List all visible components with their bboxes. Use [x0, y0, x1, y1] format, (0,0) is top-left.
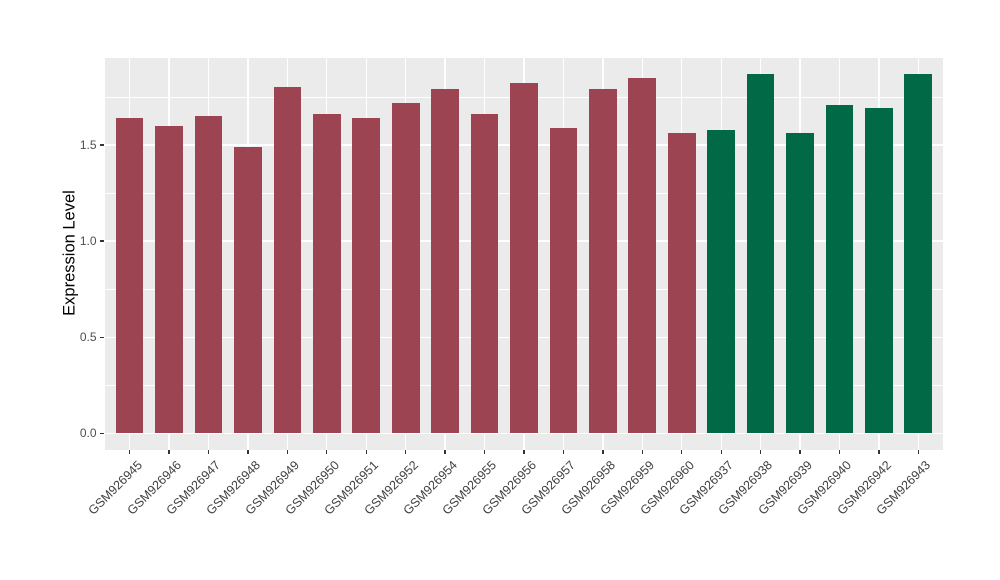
x-tick-mark: [326, 450, 328, 454]
bar-GSM926937: [707, 129, 735, 434]
x-tick-mark: [799, 450, 801, 454]
x-tick-mark: [641, 450, 643, 454]
x-tick-mark: [681, 450, 683, 454]
bar-GSM926957: [549, 127, 578, 434]
bar-GSM926946: [155, 125, 183, 434]
bar-GSM926949: [273, 87, 302, 434]
bar-GSM926943: [904, 73, 933, 434]
plot-panel: [104, 57, 943, 450]
x-tick-mark: [483, 450, 486, 454]
bar-GSM926958: [589, 89, 617, 434]
x-tick-mark: [562, 450, 565, 454]
bar-GSM926947: [194, 116, 223, 434]
bar-GSM926942: [865, 108, 893, 434]
bar-GSM926959: [628, 77, 657, 434]
bar-GSM926938: [746, 73, 775, 434]
bar-GSM926952: [391, 102, 420, 434]
y-tick-label: 1.0: [79, 234, 97, 249]
x-tick-mark: [168, 450, 170, 454]
bar-GSM926948: [234, 146, 262, 434]
x-tick-mark: [365, 450, 367, 454]
bar-GSM926954: [431, 89, 459, 434]
bar-GSM926956: [510, 83, 538, 434]
y-tick-label: 0.0: [79, 426, 97, 441]
x-tick-mark: [444, 450, 446, 454]
y-tick-label: 1.5: [79, 138, 97, 152]
x-tick-mark: [286, 450, 289, 454]
x-tick-mark: [917, 450, 919, 454]
x-tick-mark: [720, 450, 722, 454]
y-tick-mark: [100, 144, 104, 146]
y-tick-label: 0.5: [79, 330, 97, 345]
bar-GSM926945: [115, 118, 144, 434]
bar-GSM926940: [825, 104, 854, 434]
bar-GSM926939: [786, 133, 814, 434]
y-tick-mark: [100, 240, 104, 242]
x-tick-mark: [759, 450, 762, 454]
bar-GSM926955: [470, 114, 499, 434]
x-tick-mark: [129, 450, 131, 454]
bar-GSM926951: [352, 118, 381, 434]
bar-GSM926960: [667, 133, 696, 434]
x-tick-mark: [838, 450, 841, 454]
x-tick-mark: [878, 450, 880, 454]
x-tick-mark: [405, 450, 407, 454]
y-tick-mark: [100, 432, 104, 434]
x-tick-mark: [207, 450, 210, 454]
x-tick-mark: [602, 450, 604, 454]
y-tick-mark: [100, 336, 104, 338]
x-tick-mark: [523, 450, 525, 454]
y-axis-title: Expression Level: [60, 190, 79, 316]
x-tick-mark: [247, 450, 249, 454]
bar-GSM926950: [313, 114, 341, 434]
